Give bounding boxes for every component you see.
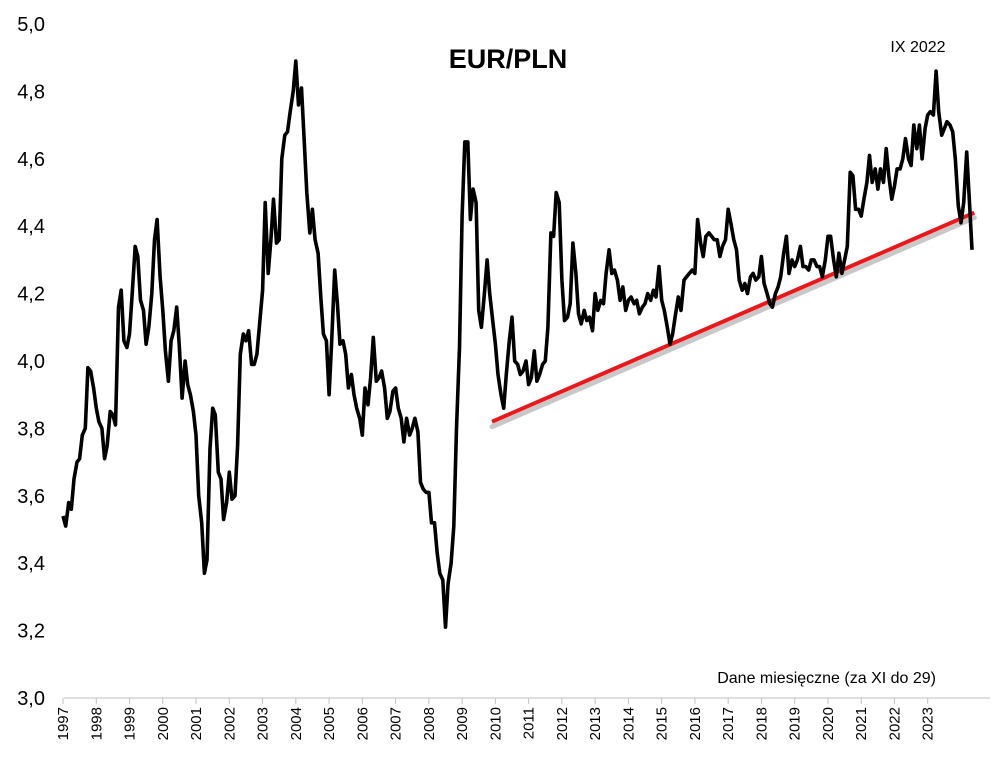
x-tick-label: 2017 — [720, 707, 737, 740]
x-tick-label: 2015 — [654, 707, 671, 740]
peak-annotation: IX 2022 — [890, 39, 945, 56]
trend-line — [491, 210, 976, 424]
x-tick-label: 2009 — [454, 707, 471, 740]
x-tick-label: 2010 — [487, 707, 504, 740]
x-tick-label: 2001 — [188, 707, 205, 740]
x-tick-label: 2013 — [587, 707, 604, 740]
y-tick-label: 3,4 — [17, 553, 45, 575]
x-tick-label: 1998 — [88, 707, 105, 740]
x-tick-label: 2022 — [886, 707, 903, 740]
x-tick-label: 2020 — [820, 707, 837, 740]
y-tick-label: 4,8 — [17, 81, 45, 103]
x-tick-label: 2003 — [255, 707, 272, 740]
y-tick-label: 3,8 — [17, 418, 45, 440]
trend-line-shadow — [489, 215, 977, 430]
x-tick-label: 2000 — [155, 707, 172, 740]
x-tick-label: 2011 — [521, 707, 538, 739]
x-tick-label: 2005 — [321, 707, 338, 740]
x-tick-label: 2016 — [687, 707, 704, 740]
x-tick-label: 2002 — [221, 707, 238, 740]
x-axis-ticks: 1997 1998 1999 2000 2001 2002 2003 2004 2005 2006… — [55, 698, 937, 740]
x-tick-label: 2018 — [753, 707, 770, 740]
y-tick-label: 3,0 — [17, 688, 45, 710]
eurpln-series-line — [61, 59, 974, 629]
x-tick-label: 1997 — [55, 707, 72, 740]
x-tick-label: 2019 — [787, 707, 804, 740]
x-tick-label: 2012 — [554, 707, 571, 740]
x-tick-label: 2023 — [920, 707, 937, 740]
chart-title: EUR/PLN — [449, 44, 568, 74]
trend-line-group — [489, 210, 977, 430]
x-tick-label: 2007 — [388, 707, 405, 740]
y-tick-label: 4,0 — [17, 351, 45, 373]
x-tick-label: 2004 — [288, 707, 305, 740]
y-axis-ticks: 3,0 3,2 3,4 3,6 3,8 4,0 4,2 4,4 4,6 4,8 5,0 — [17, 14, 45, 710]
x-tick-label: 2008 — [421, 707, 438, 740]
data-note: Dane miesięczne (za XI do 29) — [717, 670, 936, 687]
x-tick-label: 2014 — [620, 707, 637, 740]
x-tick-label: 2021 — [853, 707, 870, 740]
y-tick-label: 4,2 — [17, 284, 45, 306]
y-tick-label: 3,6 — [17, 486, 45, 508]
y-tick-label: 5,0 — [17, 14, 45, 36]
y-tick-label: 4,6 — [17, 149, 45, 171]
x-tick-label: 1999 — [122, 707, 139, 740]
x-tick-label: 2006 — [354, 707, 371, 740]
y-tick-label: 3,2 — [17, 621, 45, 643]
y-tick-label: 4,4 — [17, 216, 45, 238]
